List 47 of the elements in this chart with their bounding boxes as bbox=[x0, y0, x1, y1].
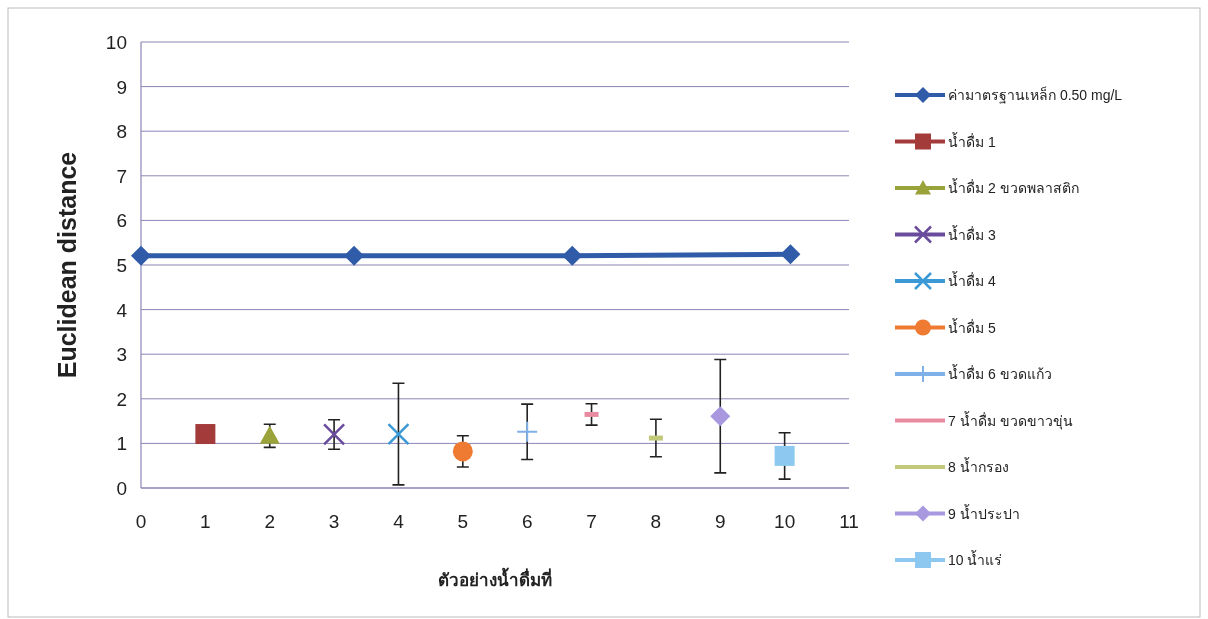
point bbox=[322, 423, 346, 446]
x-tick-label: 2 bbox=[264, 511, 276, 532]
y-tick-label: 4 bbox=[116, 299, 128, 321]
y-tick-label: 1 bbox=[116, 433, 127, 455]
point bbox=[774, 445, 795, 466]
point bbox=[780, 244, 801, 265]
x-axis-title: ตัวอย่างน้ำดื่มที่ bbox=[438, 567, 552, 590]
point bbox=[387, 422, 410, 446]
legend-label: ค่ามาตรฐานเหล็ก 0.50 mg/L bbox=[948, 86, 1123, 104]
x-tick-label: 1 bbox=[200, 511, 211, 532]
x-tick-label: 4 bbox=[393, 511, 405, 532]
point bbox=[452, 441, 473, 462]
x-tick-label: 0 bbox=[135, 511, 147, 532]
y-tick-label: 2 bbox=[116, 388, 127, 410]
legend-label: น้ำดื่ม 3 bbox=[948, 224, 996, 243]
y-tick-label: 6 bbox=[116, 210, 127, 232]
y-tick-label: 7 bbox=[116, 165, 127, 187]
point bbox=[516, 420, 539, 443]
y-tick-label: 9 bbox=[116, 76, 127, 98]
y-tick-label: 10 bbox=[105, 32, 127, 53]
legend-label: น้ำดื่ม 5 bbox=[948, 317, 996, 336]
point bbox=[710, 406, 731, 427]
legend-label: น้ำดื่ม 4 bbox=[948, 271, 996, 289]
legend-label: 7 น้ำดื่ม ขวดขาวขุ่น bbox=[948, 410, 1073, 430]
x-tick-label: 3 bbox=[328, 511, 340, 532]
legend-label: 10 น้ำแร่ bbox=[948, 550, 1003, 568]
y-tick-label: 3 bbox=[116, 344, 127, 366]
y-tick-label: 8 bbox=[116, 121, 127, 143]
point bbox=[562, 245, 583, 266]
y-axis-title: Euclidean distance bbox=[53, 151, 81, 379]
x-tick-label: 8 bbox=[650, 511, 662, 532]
legend-label: 8 น้ำกรอง bbox=[948, 457, 1009, 475]
x-tick-label: 6 bbox=[521, 511, 533, 532]
point bbox=[259, 425, 280, 444]
point bbox=[131, 245, 151, 266]
legend-label: น้ำดื่ม 2 ขวดพลาสติก bbox=[948, 178, 1079, 196]
y-tick-label: 0 bbox=[116, 478, 127, 499]
x-tick-label: 11 bbox=[839, 511, 859, 532]
point bbox=[344, 245, 365, 266]
y-tick-label: 5 bbox=[116, 255, 127, 276]
x-tick-label: 5 bbox=[457, 511, 469, 532]
legend-label: 9 น้ำประปา bbox=[948, 503, 1020, 522]
legend-label: น้ำดื่ม 6 ขวดแก้ว bbox=[948, 364, 1052, 382]
legend-label: น้ำดื่ม 1 bbox=[948, 131, 996, 150]
x-tick-label: 9 bbox=[714, 511, 726, 532]
x-tick-label: 7 bbox=[586, 511, 597, 532]
x-tick-label: 10 bbox=[774, 511, 796, 532]
